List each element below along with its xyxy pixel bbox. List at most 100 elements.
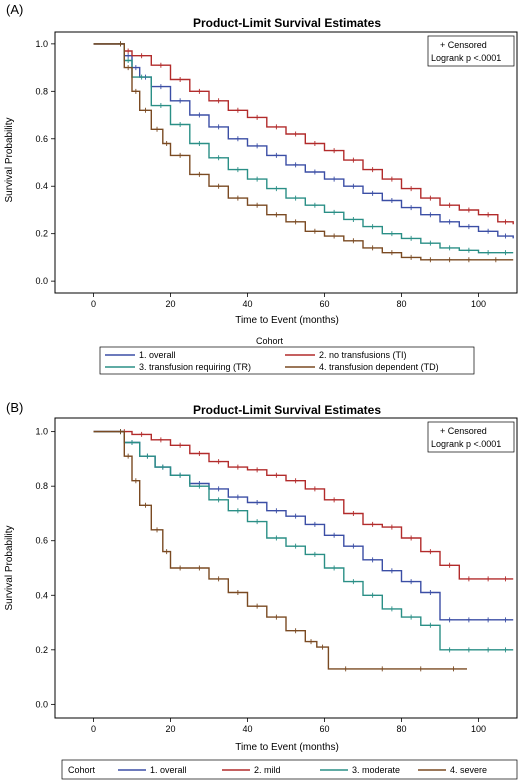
censor-marker bbox=[502, 250, 508, 256]
censor-marker bbox=[502, 576, 508, 582]
censor-marker bbox=[485, 212, 491, 218]
panel-a: (A) Product-Limit Survival Estimates 0.0… bbox=[4, 2, 518, 375]
x-tick-label: 80 bbox=[396, 299, 406, 309]
censor-marker bbox=[196, 112, 202, 118]
censor-marker bbox=[142, 502, 148, 508]
censor-marker bbox=[370, 245, 376, 251]
censor-marker bbox=[427, 240, 433, 246]
censor-marker bbox=[254, 500, 260, 506]
legend-label-4: 4. severe bbox=[450, 765, 487, 775]
censor-marker bbox=[308, 639, 314, 645]
censor-marker bbox=[502, 233, 508, 239]
censor-marker bbox=[343, 666, 349, 672]
censor-marker bbox=[502, 219, 508, 225]
y-tick-label: 0.0 bbox=[35, 699, 48, 709]
legend-label-2: 2. no transfusions (TI) bbox=[319, 350, 407, 360]
censor-marker bbox=[158, 103, 164, 109]
censor-marker bbox=[177, 76, 183, 82]
censor-marker bbox=[379, 666, 385, 672]
survival-curve-2 bbox=[93, 43, 514, 225]
censor-marker bbox=[350, 510, 356, 516]
censor-marker bbox=[502, 617, 508, 623]
censor-marker bbox=[408, 614, 414, 620]
censor-marker bbox=[502, 647, 508, 653]
legend-title-b: Cohort bbox=[68, 765, 96, 775]
plot-frame-b bbox=[54, 417, 518, 719]
censor-marker bbox=[312, 228, 318, 234]
censor-marker bbox=[350, 183, 356, 189]
legend-box-b bbox=[61, 759, 518, 780]
censor-marker bbox=[389, 231, 395, 237]
censor-marker bbox=[312, 202, 318, 208]
censor-marker bbox=[125, 65, 131, 71]
censor-marker bbox=[196, 141, 202, 147]
censor-marker bbox=[389, 176, 395, 182]
censor-marker bbox=[177, 442, 183, 448]
censor-marker bbox=[466, 224, 472, 230]
censor-marker bbox=[273, 152, 279, 158]
censor-marker bbox=[273, 124, 279, 130]
censor-marker bbox=[447, 202, 453, 208]
censor-marker bbox=[427, 549, 433, 555]
legend-label-3: 3. transfusion requiring (TR) bbox=[139, 362, 251, 372]
censor-marker bbox=[196, 565, 202, 571]
censor-marker bbox=[331, 176, 337, 182]
censor-marker bbox=[273, 508, 279, 514]
censor-marker bbox=[485, 617, 491, 623]
y-axis-b: 0.0 0.2 0.4 0.6 0.8 1.0 bbox=[35, 427, 55, 709]
censor-marker bbox=[164, 141, 170, 147]
censor-marker bbox=[350, 238, 356, 244]
censor-marker bbox=[331, 565, 337, 571]
censor-marker bbox=[312, 141, 318, 147]
censor-marker bbox=[144, 453, 150, 459]
x-tick-label: 60 bbox=[319, 299, 329, 309]
censor-marker bbox=[331, 532, 337, 538]
censor-marker bbox=[293, 628, 299, 634]
censor-marker bbox=[350, 579, 356, 585]
censor-marker bbox=[466, 247, 472, 253]
survival-curve-1 bbox=[93, 43, 514, 239]
censor-marker bbox=[293, 478, 299, 484]
censor-marker bbox=[235, 464, 241, 470]
censor-marker bbox=[427, 590, 433, 596]
censor-marker bbox=[158, 437, 164, 443]
censored-label-b: + Censored bbox=[440, 426, 487, 436]
censored-label-a: + Censored bbox=[440, 40, 487, 50]
censor-marker bbox=[216, 459, 222, 465]
chart-title-a: Product-Limit Survival Estimates bbox=[193, 16, 381, 30]
y-tick-label: 0.8 bbox=[35, 86, 48, 96]
censor-marker bbox=[196, 483, 202, 489]
censor-marker bbox=[293, 543, 299, 549]
logrank-label-a: Logrank p <.0001 bbox=[431, 53, 501, 63]
censor-marker bbox=[389, 524, 395, 530]
censor-marker bbox=[447, 257, 453, 263]
inset-legend-box-b bbox=[427, 421, 515, 453]
censor-marker bbox=[254, 603, 260, 609]
censor-marker bbox=[235, 195, 241, 201]
censor-marker bbox=[216, 486, 222, 492]
censor-marker bbox=[427, 195, 433, 201]
censor-marker bbox=[389, 568, 395, 574]
censor-marker bbox=[235, 167, 241, 173]
x-tick-label: 100 bbox=[471, 299, 486, 309]
censor-marker bbox=[485, 647, 491, 653]
censor-marker bbox=[293, 219, 299, 225]
logrank-label-b: Logrank p <.0001 bbox=[431, 439, 501, 449]
censor-marker bbox=[142, 107, 148, 113]
censor-marker bbox=[493, 257, 499, 263]
legend-a: Cohort 1. overall 2. no transfusions (TI)… bbox=[99, 336, 475, 375]
panel-label-b: (B) bbox=[6, 400, 23, 415]
plot-frame-a bbox=[54, 31, 518, 294]
censor-marker bbox=[177, 122, 183, 128]
censor-marker bbox=[418, 666, 424, 672]
censor-marker bbox=[389, 606, 395, 612]
censor-marker bbox=[408, 186, 414, 192]
censor-marker bbox=[254, 143, 260, 149]
censor-marker bbox=[466, 647, 472, 653]
censor-marker bbox=[485, 576, 491, 582]
y-tick-label: 0.6 bbox=[35, 134, 48, 144]
censor-marker bbox=[447, 647, 453, 653]
censor-marker bbox=[466, 576, 472, 582]
censor-marker bbox=[254, 176, 260, 182]
